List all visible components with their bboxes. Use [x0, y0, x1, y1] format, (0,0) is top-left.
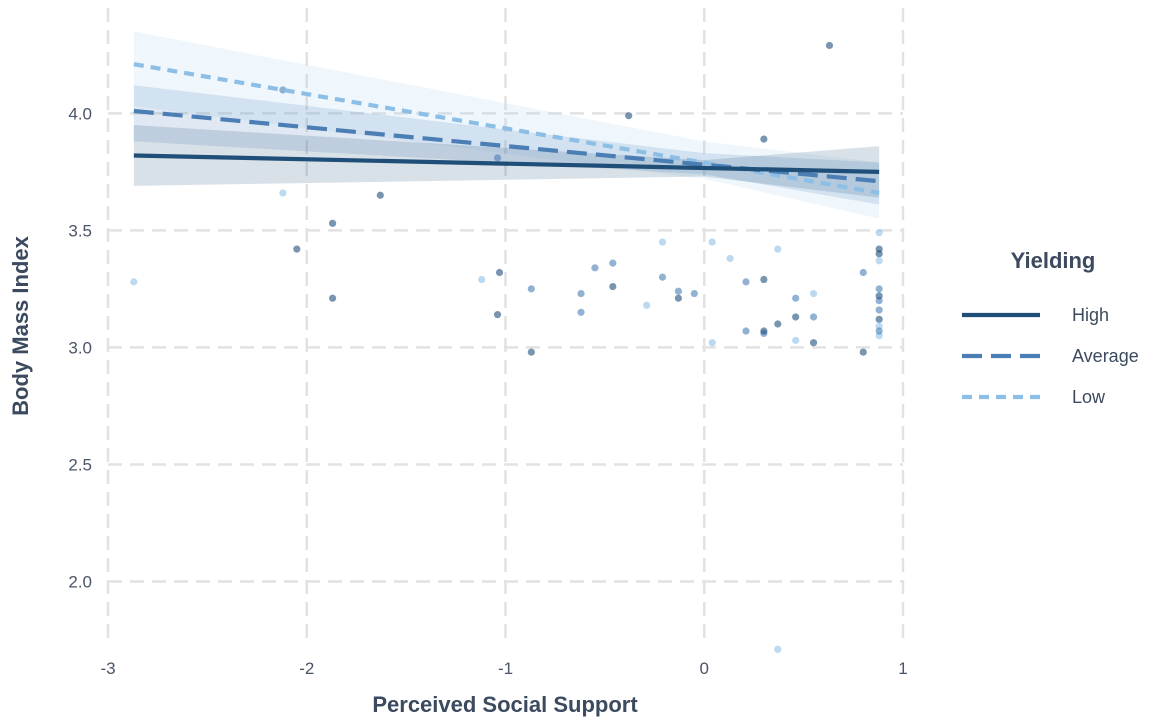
data-point-average — [658, 273, 667, 281]
data-point-low — [478, 275, 486, 284]
data-point-high — [293, 245, 301, 253]
y-axis-title: Body Mass Index — [8, 235, 33, 415]
data-point-average — [527, 285, 535, 293]
data-point-low — [658, 238, 667, 246]
data-point-high — [376, 191, 384, 199]
data-point-average — [591, 264, 599, 272]
data-point-low — [726, 254, 734, 263]
data-point-average — [875, 327, 883, 335]
regression-lines — [133, 62, 880, 195]
data-point-high — [760, 327, 768, 335]
x-axis-title: Perceived Social Support — [372, 692, 638, 717]
data-point-high — [328, 219, 337, 227]
data-point-low — [279, 189, 287, 197]
data-point-low — [643, 301, 651, 309]
data-point-high — [859, 348, 867, 356]
data-point-high — [609, 282, 617, 291]
legend-label-average: Average — [1072, 346, 1139, 366]
data-point-high — [875, 250, 883, 258]
data-point-low — [774, 645, 782, 653]
regression-line-high — [133, 153, 880, 174]
confidence-band-low — [133, 31, 880, 219]
data-point-low — [708, 238, 716, 246]
y-tick-label: 2.0 — [68, 572, 92, 591]
data-point-high — [760, 135, 768, 143]
data-point-high — [774, 320, 782, 328]
y-tick-label: 3.0 — [68, 338, 92, 357]
data-point-low — [130, 278, 138, 286]
legend-label-high: High — [1072, 305, 1109, 325]
x-tick-label: -2 — [299, 659, 314, 678]
data-point-high — [527, 348, 535, 356]
data-point-low — [875, 257, 883, 265]
data-point-high — [792, 313, 800, 321]
legend-items: High Average Low — [962, 305, 1139, 407]
y-axis-ticks: 2.0 2.5 3.0 3.5 4.0 — [68, 104, 92, 591]
legend-title: Yielding — [1011, 248, 1096, 273]
data-point-average — [742, 278, 750, 286]
data-point-high — [328, 294, 337, 302]
data-point-average — [493, 154, 502, 162]
data-point-average — [875, 285, 883, 293]
data-point-average — [809, 313, 818, 321]
data-point-high — [493, 311, 502, 319]
data-point-high — [760, 275, 768, 284]
legend: Yielding High Average Low — [962, 248, 1139, 407]
data-point-average — [674, 287, 683, 295]
data-point-high — [825, 41, 834, 50]
scatter-points — [130, 41, 883, 653]
y-tick-label: 3.5 — [68, 221, 92, 240]
data-point-high — [674, 294, 683, 302]
data-point-high — [875, 292, 883, 300]
x-tick-label: -3 — [100, 659, 115, 678]
data-point-high — [625, 112, 633, 120]
confidence-bands — [133, 31, 880, 219]
data-point-average — [742, 327, 750, 335]
data-point-high — [875, 315, 883, 323]
data-point-average — [875, 306, 883, 314]
data-point-average — [792, 294, 800, 302]
y-tick-label: 4.0 — [68, 104, 92, 123]
x-tick-label: 1 — [898, 659, 907, 678]
legend-label-low: Low — [1072, 387, 1106, 407]
x-axis-ticks: -3 -2 -1 0 1 — [100, 659, 907, 678]
data-point-low — [792, 336, 800, 344]
data-point-average — [609, 259, 617, 267]
x-tick-label: 0 — [700, 659, 709, 678]
data-point-high — [495, 268, 504, 277]
y-tick-label: 2.5 — [68, 455, 92, 474]
confidence-band-high — [133, 125, 880, 198]
grid — [106, 8, 905, 640]
data-point-average — [577, 289, 585, 298]
confidence-band-average — [133, 85, 880, 205]
data-point-low — [809, 289, 818, 298]
data-point-low — [708, 339, 716, 347]
x-tick-label: -1 — [498, 659, 513, 678]
data-point-high — [809, 339, 818, 347]
data-point-low — [875, 229, 883, 237]
data-point-low — [774, 245, 782, 253]
data-point-average — [577, 308, 585, 316]
data-point-average — [690, 289, 698, 298]
data-point-average — [859, 268, 867, 277]
